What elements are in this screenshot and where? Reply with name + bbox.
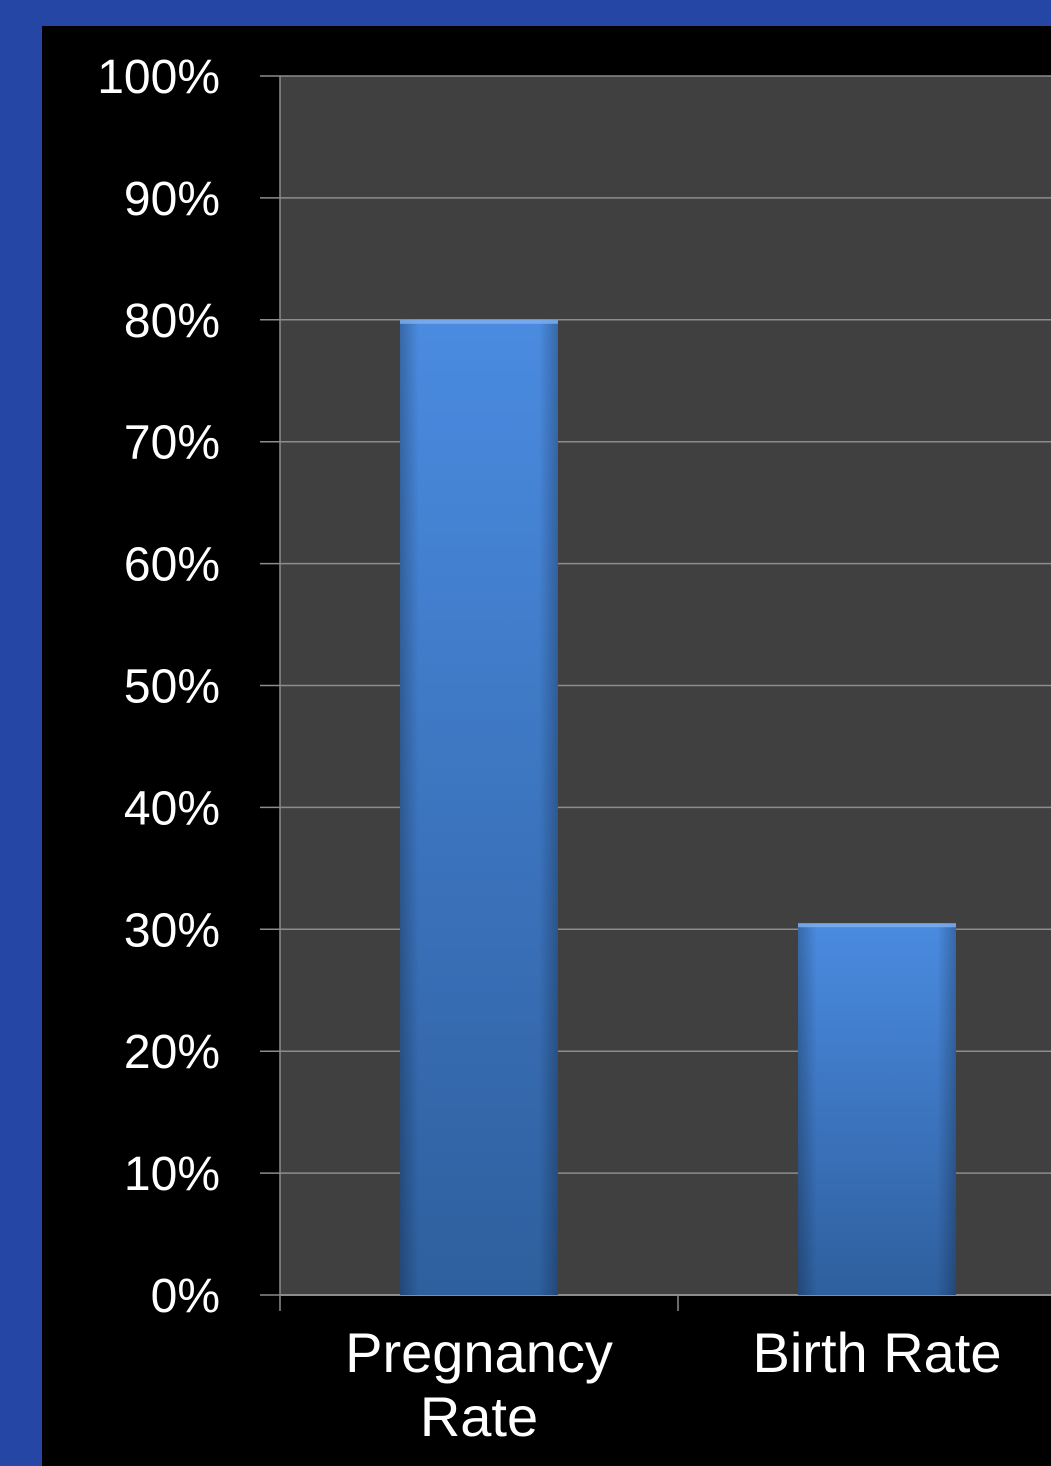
- x-category-label: Pregnancy Rate: [345, 1321, 613, 1448]
- x-category-labels: Pregnancy Rate Birth Rate: [345, 1321, 1001, 1448]
- y-tick-label: 100%: [97, 51, 220, 104]
- bar-highlight-0: [400, 319, 558, 324]
- bar-chart: 0% 10% 20% 30% 40% 50% 60% 70% 80% 90% 100% Pregna…: [97, 51, 1051, 1448]
- y-tick-label: 70%: [124, 417, 220, 470]
- y-tick-label: 10%: [124, 1148, 220, 1201]
- x-category-label: Birth Rate: [753, 1321, 1002, 1384]
- chart-panel: 0% 10% 20% 30% 40% 50% 60% 70% 80% 90% 100% Pregna…: [42, 26, 1051, 1466]
- y-tick-label: 50%: [124, 661, 220, 714]
- bars: [400, 319, 956, 1295]
- x-category-label-line: Birth Rate: [753, 1321, 1002, 1384]
- bar-shade-0: [400, 319, 558, 1295]
- bar-highlight-1: [798, 923, 956, 928]
- y-tick-label: 60%: [124, 539, 220, 592]
- y-tick-label: 80%: [124, 295, 220, 348]
- x-category-label-line: Pregnancy: [345, 1321, 613, 1384]
- y-tick-label: 20%: [124, 1026, 220, 1079]
- y-tick-label: 40%: [124, 782, 220, 835]
- x-category-label-line: Rate: [420, 1385, 538, 1448]
- y-tick-label: 0%: [151, 1270, 220, 1323]
- y-tick-labels: 0% 10% 20% 30% 40% 50% 60% 70% 80% 90% 100%: [97, 51, 220, 1323]
- y-tick-label: 90%: [124, 173, 220, 226]
- y-tick-label: 30%: [124, 904, 220, 957]
- bar-shade-1: [798, 923, 956, 1295]
